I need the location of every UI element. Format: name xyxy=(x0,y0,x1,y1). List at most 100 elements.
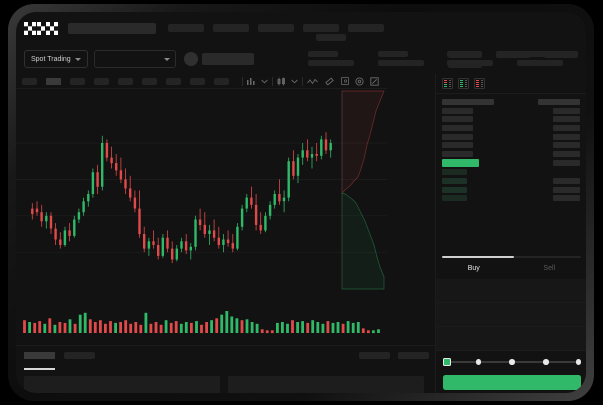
depth-chart-overlay xyxy=(340,89,387,297)
settings-icon[interactable] xyxy=(355,76,364,86)
order-field-1[interactable] xyxy=(436,279,586,303)
ask-price xyxy=(442,125,473,132)
ask-size xyxy=(553,125,580,132)
account-label-placeholder xyxy=(201,53,254,65)
bottom-tabs xyxy=(16,346,435,359)
stat-label xyxy=(516,50,547,57)
okx-logo[interactable] xyxy=(24,21,58,35)
candlestick-svg xyxy=(16,132,387,264)
timeframe-1[interactable] xyxy=(22,77,37,85)
orderbook-bid-row[interactable] xyxy=(442,168,580,177)
bottom-action-2[interactable] xyxy=(398,352,429,359)
nav-item-3[interactable] xyxy=(258,24,294,32)
timeframe-8[interactable] xyxy=(190,77,205,85)
stat-value xyxy=(377,59,424,66)
product-mode-select[interactable]: Spot Trading xyxy=(24,50,88,68)
line-style-icon[interactable] xyxy=(307,78,318,85)
orderbook-ask-row[interactable] xyxy=(442,107,580,116)
bottom-panel xyxy=(16,345,435,393)
app-screen: Spot Trading xyxy=(16,12,586,393)
orderbook-bid-row[interactable] xyxy=(442,194,580,203)
stat-label xyxy=(308,50,338,57)
orderbook-header-right xyxy=(538,99,580,106)
bid-size xyxy=(553,186,580,193)
submit-buy-button[interactable] xyxy=(443,375,581,390)
bottom-cards xyxy=(24,376,424,393)
slider-stop-75[interactable] xyxy=(543,359,549,365)
nav-item-2[interactable] xyxy=(213,24,249,32)
device-frame: Spot Trading xyxy=(8,4,594,401)
stat-label xyxy=(377,50,408,57)
ask-price xyxy=(442,107,473,114)
nav-item-1[interactable] xyxy=(168,24,204,32)
chevron-down-icon[interactable] xyxy=(261,79,268,84)
camera-icon[interactable] xyxy=(341,77,349,85)
orderbook-mode-asks[interactable] xyxy=(474,78,485,89)
ask-size xyxy=(553,142,580,149)
slider-stop-100[interactable] xyxy=(575,359,581,365)
chevron-down-icon[interactable] xyxy=(291,79,298,84)
indicators-icon[interactable] xyxy=(247,77,256,85)
ruler-icon[interactable] xyxy=(325,76,334,86)
bottom-tab-2[interactable] xyxy=(64,352,95,359)
bottom-tab-1[interactable] xyxy=(24,352,55,359)
chart-toolbar xyxy=(16,74,387,89)
stat-item-4 xyxy=(516,42,587,74)
volume-histogram xyxy=(16,297,387,345)
sub-action-2[interactable] xyxy=(496,50,530,58)
sub-action-3[interactable] xyxy=(544,50,578,58)
timeframe-6[interactable] xyxy=(142,77,157,85)
timeframe-7[interactable] xyxy=(166,77,181,85)
orderbook-rows[interactable] xyxy=(436,94,586,203)
stat-value xyxy=(516,59,563,66)
timeframe-5[interactable] xyxy=(118,77,133,85)
timeframe-2[interactable] xyxy=(46,77,61,85)
slider-stop-25[interactable] xyxy=(475,359,481,365)
amount-slider[interactable] xyxy=(443,358,581,366)
fullscreen-icon[interactable] xyxy=(370,76,379,86)
app-header xyxy=(16,12,586,44)
orderbook-ask-row[interactable] xyxy=(442,141,580,150)
product-mode-label: Spot Trading xyxy=(31,55,71,63)
stat-value xyxy=(447,59,493,66)
nav-item-5[interactable] xyxy=(348,24,384,32)
stat-value xyxy=(308,59,354,66)
depth-svg xyxy=(341,90,385,290)
candlestick-chart[interactable] xyxy=(16,89,387,297)
chart-type-icon[interactable] xyxy=(277,77,286,86)
tab-buy[interactable]: Buy xyxy=(467,265,480,272)
orderbook-ask-row[interactable] xyxy=(442,124,580,133)
orderbook-bid-row[interactable] xyxy=(442,177,580,186)
ask-size xyxy=(553,107,580,114)
timeframe-3[interactable] xyxy=(70,77,85,85)
slider-stop-50[interactable] xyxy=(509,359,515,365)
order-field-3[interactable] xyxy=(436,327,586,351)
bottom-card-1[interactable] xyxy=(24,376,220,393)
orderbook-last-price-row[interactable] xyxy=(442,158,580,168)
orderbook-ask-row[interactable] xyxy=(442,150,580,159)
header-title-placeholder xyxy=(68,22,156,34)
order-field-2[interactable] xyxy=(436,303,586,327)
timeframe-9[interactable] xyxy=(214,77,229,85)
timeframe-4[interactable] xyxy=(94,77,109,85)
orderbook-mode-switcher xyxy=(436,74,586,94)
orderbook-ask-row[interactable] xyxy=(442,132,580,141)
trade-side-tabs: Buy Sell xyxy=(436,262,586,275)
orderbook-bid-row[interactable] xyxy=(442,185,580,194)
ask-price xyxy=(442,142,473,149)
slider-handle[interactable] xyxy=(443,358,451,366)
bottom-card-2[interactable] xyxy=(228,376,424,393)
pair-select[interactable] xyxy=(93,50,176,68)
nav-item-4[interactable] xyxy=(303,24,339,32)
orderbook-mode-bids[interactable] xyxy=(458,78,469,89)
sub-header: Spot Trading xyxy=(16,44,586,74)
bottom-action-1[interactable] xyxy=(359,352,390,359)
chevron-down-icon xyxy=(163,57,170,61)
stat-item-2 xyxy=(377,42,448,74)
header-nav xyxy=(168,24,384,32)
avatar[interactable] xyxy=(183,52,198,66)
orderbook-mode-both[interactable] xyxy=(442,78,453,89)
ask-price xyxy=(442,116,473,123)
orderbook-ask-row[interactable] xyxy=(442,115,580,124)
tab-sell[interactable]: Sell xyxy=(543,265,556,272)
